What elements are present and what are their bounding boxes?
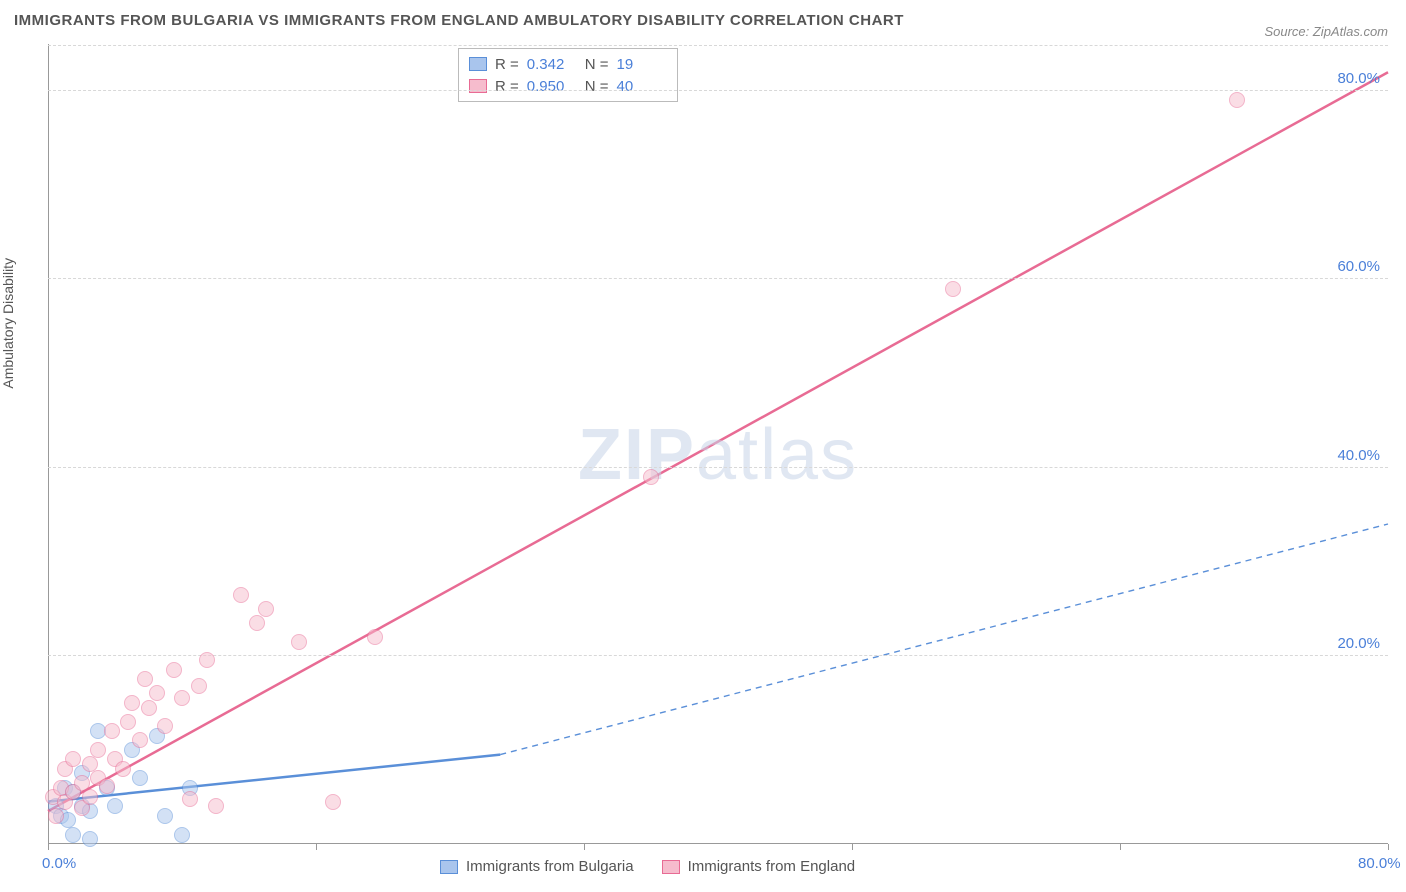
y-axis-label: Ambulatory Disability	[0, 258, 16, 389]
data-point	[82, 831, 98, 847]
data-point	[107, 798, 123, 814]
r-label: R =	[495, 78, 519, 95]
r-value: 0.342	[527, 56, 577, 73]
data-point	[182, 791, 198, 807]
y-tick-label: 40.0%	[1337, 447, 1380, 464]
trend-lines-layer	[48, 44, 1388, 844]
data-point	[137, 671, 153, 687]
plot-area: ZIPatlas R =0.342N =19R =0.950N =40 20.0…	[48, 44, 1388, 844]
data-point	[65, 751, 81, 767]
data-point	[124, 695, 140, 711]
data-point	[149, 685, 165, 701]
data-point	[157, 808, 173, 824]
gridline	[48, 90, 1388, 91]
data-point	[104, 723, 120, 739]
x-tick	[316, 844, 317, 850]
gridline	[48, 467, 1388, 468]
gridline	[48, 655, 1388, 656]
x-tick-label: 0.0%	[42, 855, 76, 872]
y-tick-label: 20.0%	[1337, 635, 1380, 652]
swatch-icon	[662, 860, 680, 874]
correlation-legend: R = 0.342 N = 19 R = 0.950 N = 40	[458, 48, 678, 102]
data-point	[115, 761, 131, 777]
data-point	[157, 718, 173, 734]
data-point	[174, 827, 190, 843]
y-tick-label: 60.0%	[1337, 258, 1380, 275]
data-point	[1229, 92, 1245, 108]
data-point	[174, 690, 190, 706]
legend-label: Immigrants from England	[688, 858, 856, 875]
data-point	[141, 700, 157, 716]
data-point	[132, 732, 148, 748]
x-tick	[48, 844, 49, 850]
gridline	[48, 45, 1388, 46]
x-tick	[852, 844, 853, 850]
swatch-icon	[440, 860, 458, 874]
data-point	[48, 808, 64, 824]
legend-item-bulgaria: Immigrants from Bulgaria	[440, 858, 634, 875]
data-point	[120, 714, 136, 730]
data-point	[258, 601, 274, 617]
source-attribution: Source: ZipAtlas.com	[1264, 24, 1388, 39]
data-point	[65, 827, 81, 843]
data-point	[99, 778, 115, 794]
data-point	[325, 794, 341, 810]
legend-label: Immigrants from Bulgaria	[466, 858, 634, 875]
gridline	[48, 278, 1388, 279]
data-point	[291, 634, 307, 650]
series-legend: Immigrants from Bulgaria Immigrants from…	[440, 858, 855, 875]
legend-row: R = 0.950 N = 40	[469, 75, 667, 97]
x-tick-label: 80.0%	[1358, 855, 1401, 872]
data-point	[191, 678, 207, 694]
n-value: 40	[617, 78, 667, 95]
y-tick-label: 80.0%	[1337, 70, 1380, 87]
data-point	[233, 587, 249, 603]
data-point	[643, 469, 659, 485]
r-value: 0.950	[527, 78, 577, 95]
data-point	[367, 629, 383, 645]
x-tick	[1388, 844, 1389, 850]
x-tick	[584, 844, 585, 850]
x-tick	[1120, 844, 1121, 850]
n-label: N =	[585, 78, 609, 95]
data-point	[199, 652, 215, 668]
n-value: 19	[617, 56, 667, 73]
trend-line	[500, 524, 1388, 755]
trend-line	[48, 72, 1388, 811]
data-point	[249, 615, 265, 631]
data-point	[945, 281, 961, 297]
data-point	[208, 798, 224, 814]
chart-title: IMMIGRANTS FROM BULGARIA VS IMMIGRANTS F…	[14, 12, 904, 29]
legend-row: R = 0.342 N = 19	[469, 53, 667, 75]
swatch-icon	[469, 57, 487, 71]
legend-item-england: Immigrants from England	[662, 858, 856, 875]
data-point	[166, 662, 182, 678]
r-label: R =	[495, 56, 519, 73]
n-label: N =	[585, 56, 609, 73]
data-point	[90, 742, 106, 758]
data-point	[132, 770, 148, 786]
data-point	[82, 789, 98, 805]
